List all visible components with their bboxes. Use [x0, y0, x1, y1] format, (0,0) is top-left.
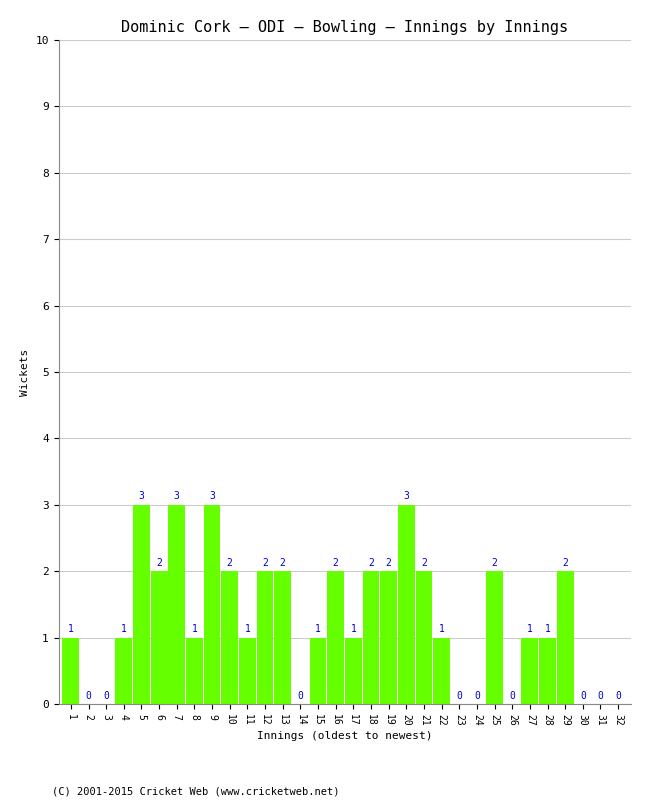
Bar [415, 571, 432, 704]
Text: 2: 2 [368, 558, 374, 568]
Bar [222, 571, 238, 704]
Bar [363, 571, 380, 704]
Bar [539, 638, 556, 704]
Text: 1: 1 [350, 624, 356, 634]
Bar [257, 571, 274, 704]
Bar [521, 638, 538, 704]
Bar [203, 505, 220, 704]
Bar [151, 571, 168, 704]
Text: 2: 2 [280, 558, 285, 568]
Text: 0: 0 [86, 690, 92, 701]
Bar [116, 638, 132, 704]
Bar [309, 638, 326, 704]
Text: 3: 3 [404, 491, 410, 502]
Text: 3: 3 [174, 491, 179, 502]
Text: 2: 2 [333, 558, 339, 568]
Text: 2: 2 [156, 558, 162, 568]
Text: 1: 1 [545, 624, 551, 634]
Text: 0: 0 [580, 690, 586, 701]
Text: 2: 2 [421, 558, 427, 568]
Y-axis label: Wickets: Wickets [20, 348, 30, 396]
Bar [345, 638, 361, 704]
Text: 1: 1 [121, 624, 127, 634]
Text: 0: 0 [456, 690, 462, 701]
Text: 1: 1 [439, 624, 445, 634]
Text: 1: 1 [315, 624, 321, 634]
Text: 2: 2 [562, 558, 568, 568]
Bar [557, 571, 573, 704]
Text: 3: 3 [209, 491, 215, 502]
Text: 1: 1 [68, 624, 74, 634]
Text: 2: 2 [491, 558, 497, 568]
Text: 1: 1 [192, 624, 198, 634]
Text: 2: 2 [227, 558, 233, 568]
Bar [328, 571, 344, 704]
X-axis label: Innings (oldest to newest): Innings (oldest to newest) [257, 731, 432, 741]
Bar [433, 638, 450, 704]
Text: 0: 0 [298, 690, 304, 701]
Text: 0: 0 [474, 690, 480, 701]
Bar [398, 505, 415, 704]
Text: 1: 1 [244, 624, 250, 634]
Title: Dominic Cork – ODI – Bowling – Innings by Innings: Dominic Cork – ODI – Bowling – Innings b… [121, 20, 568, 34]
Text: 1: 1 [527, 624, 533, 634]
Text: (C) 2001-2015 Cricket Web (www.cricketweb.net): (C) 2001-2015 Cricket Web (www.cricketwe… [52, 786, 339, 796]
Text: 0: 0 [615, 690, 621, 701]
Bar [186, 638, 203, 704]
Text: 3: 3 [138, 491, 144, 502]
Text: 2: 2 [262, 558, 268, 568]
Bar [486, 571, 503, 704]
Bar [133, 505, 150, 704]
Text: 2: 2 [385, 558, 391, 568]
Bar [274, 571, 291, 704]
Bar [380, 571, 397, 704]
Text: 0: 0 [597, 690, 603, 701]
Bar [239, 638, 256, 704]
Text: 0: 0 [510, 690, 515, 701]
Text: 0: 0 [103, 690, 109, 701]
Bar [168, 505, 185, 704]
Bar [62, 638, 79, 704]
